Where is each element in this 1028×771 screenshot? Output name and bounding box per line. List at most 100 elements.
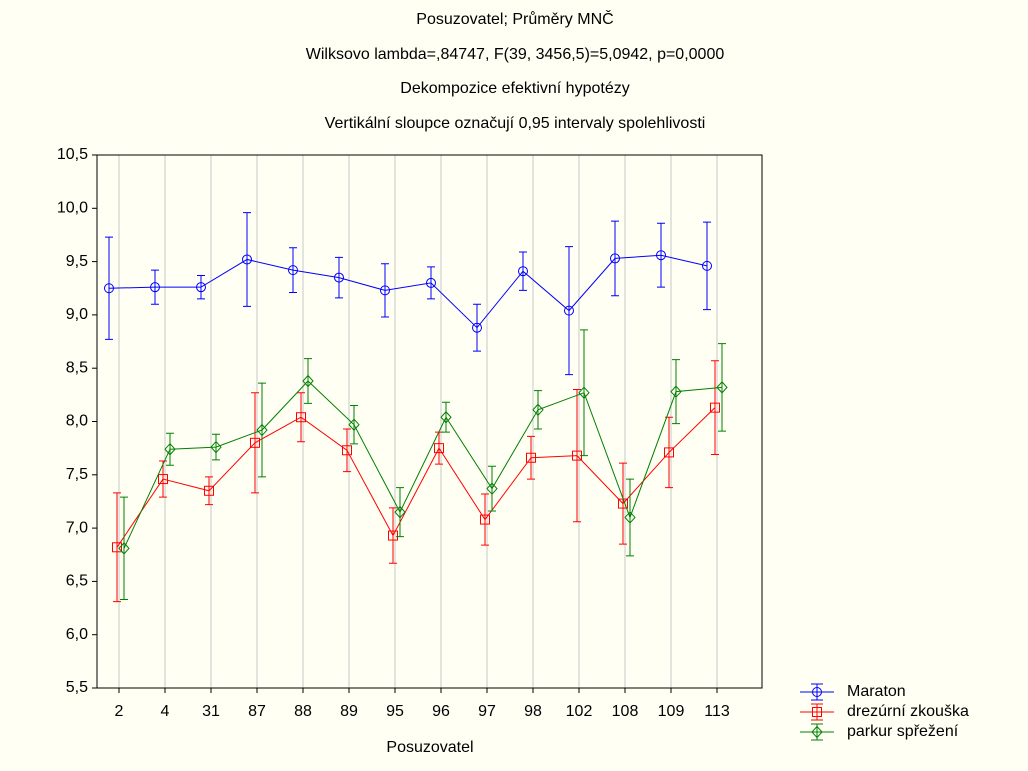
x-tick-label: 4 <box>161 703 170 720</box>
x-tick-label: 113 <box>704 703 730 720</box>
error-bar <box>105 236 113 340</box>
error-bar <box>197 274 205 300</box>
error-bar <box>672 359 680 425</box>
marker <box>196 282 206 293</box>
chart-title: Posuzovatel; Průměry MNČ <box>416 9 613 28</box>
marker <box>472 322 482 333</box>
error-bar <box>258 382 266 478</box>
marker <box>716 381 728 394</box>
x-axis-title: Posuzovatel <box>386 739 473 756</box>
marker <box>348 418 360 431</box>
marker <box>164 442 176 456</box>
x-tick-label: 102 <box>566 703 593 720</box>
series-line <box>116 407 716 548</box>
error-bar <box>389 507 397 564</box>
marker <box>394 505 406 519</box>
error-bar <box>488 465 496 512</box>
x-tick-label: 31 <box>202 703 220 720</box>
y-tick-label: 7,0 <box>66 519 88 536</box>
error-bar <box>442 401 450 433</box>
error-bar <box>573 389 581 523</box>
x-tick-label: 87 <box>248 703 266 720</box>
series-line <box>108 254 708 329</box>
y-tick-label: 6,5 <box>66 573 88 590</box>
marker <box>388 530 398 541</box>
series-line <box>123 380 723 549</box>
x-tick-label: 98 <box>524 703 542 720</box>
x-tick-label: 109 <box>658 703 685 720</box>
marker <box>480 514 490 525</box>
error-bar <box>534 390 542 430</box>
error-bar <box>481 493 489 546</box>
error-bar <box>527 435 535 480</box>
marker <box>296 412 306 423</box>
x-tick-label: 89 <box>340 703 358 720</box>
marker <box>578 386 590 399</box>
series <box>104 212 712 376</box>
legend-label: drezúrní zkouška <box>847 703 969 720</box>
marker <box>526 452 536 463</box>
y-tick-label: 10,0 <box>57 200 88 217</box>
error-bar <box>619 462 627 545</box>
error-bar <box>381 263 389 318</box>
error-bar <box>657 222 665 288</box>
error-bar <box>703 221 711 311</box>
y-tick-label: 9,0 <box>66 306 88 323</box>
error-bar <box>350 405 358 445</box>
x-tick-label: 2 <box>115 703 124 720</box>
marker <box>670 385 682 398</box>
x-tick-label: 108 <box>612 703 639 720</box>
marker <box>812 687 822 697</box>
error-bar <box>205 476 213 506</box>
marker <box>664 447 674 458</box>
marker <box>288 265 298 276</box>
series <box>118 329 728 601</box>
marker <box>210 440 222 454</box>
error-bar <box>151 269 159 305</box>
error-bar <box>611 220 619 297</box>
marker <box>158 474 168 485</box>
legend-label: Maraton <box>847 683 906 700</box>
marker <box>656 250 666 261</box>
marker <box>702 260 712 271</box>
legend-label: parkur spřežení <box>847 723 959 740</box>
marker <box>256 423 268 437</box>
error-bar <box>473 303 481 352</box>
error-bar <box>343 428 351 473</box>
marker <box>342 445 352 456</box>
error-bar <box>626 478 634 557</box>
error-bar <box>289 247 297 294</box>
x-tick-label: 96 <box>432 703 450 720</box>
error-bar <box>297 392 305 443</box>
x-tick-label: 95 <box>386 703 404 720</box>
y-tick-label: 9,5 <box>66 253 88 270</box>
marker <box>532 403 544 417</box>
y-tick-label: 6,0 <box>66 626 88 643</box>
legend-symbol <box>800 683 834 701</box>
legend-symbol <box>800 703 834 721</box>
error-bar <box>711 360 719 456</box>
marker <box>150 282 160 293</box>
y-tick-label: 8,5 <box>66 359 88 376</box>
error-bar <box>166 432 174 466</box>
error-bar <box>580 329 588 457</box>
y-tick-label: 10,5 <box>57 146 88 163</box>
chart-subtitle: Vertikální sloupce označují 0,95 interva… <box>325 115 706 132</box>
marker <box>486 482 498 495</box>
error-bar <box>304 358 312 404</box>
marker <box>610 253 620 264</box>
chart-subtitle: Wilksovo lambda=,84747, F(39, 3456,5)=5,… <box>306 46 725 63</box>
marker <box>104 283 114 294</box>
error-bar <box>427 266 435 300</box>
error-bar <box>120 496 128 601</box>
marker <box>440 410 452 424</box>
marker <box>710 402 720 413</box>
marker <box>250 437 260 448</box>
marker <box>434 443 444 454</box>
y-tick-label: 7,5 <box>66 466 88 483</box>
error-bar <box>212 433 220 461</box>
error-bar <box>396 487 404 538</box>
y-tick-label: 5,5 <box>66 679 88 696</box>
